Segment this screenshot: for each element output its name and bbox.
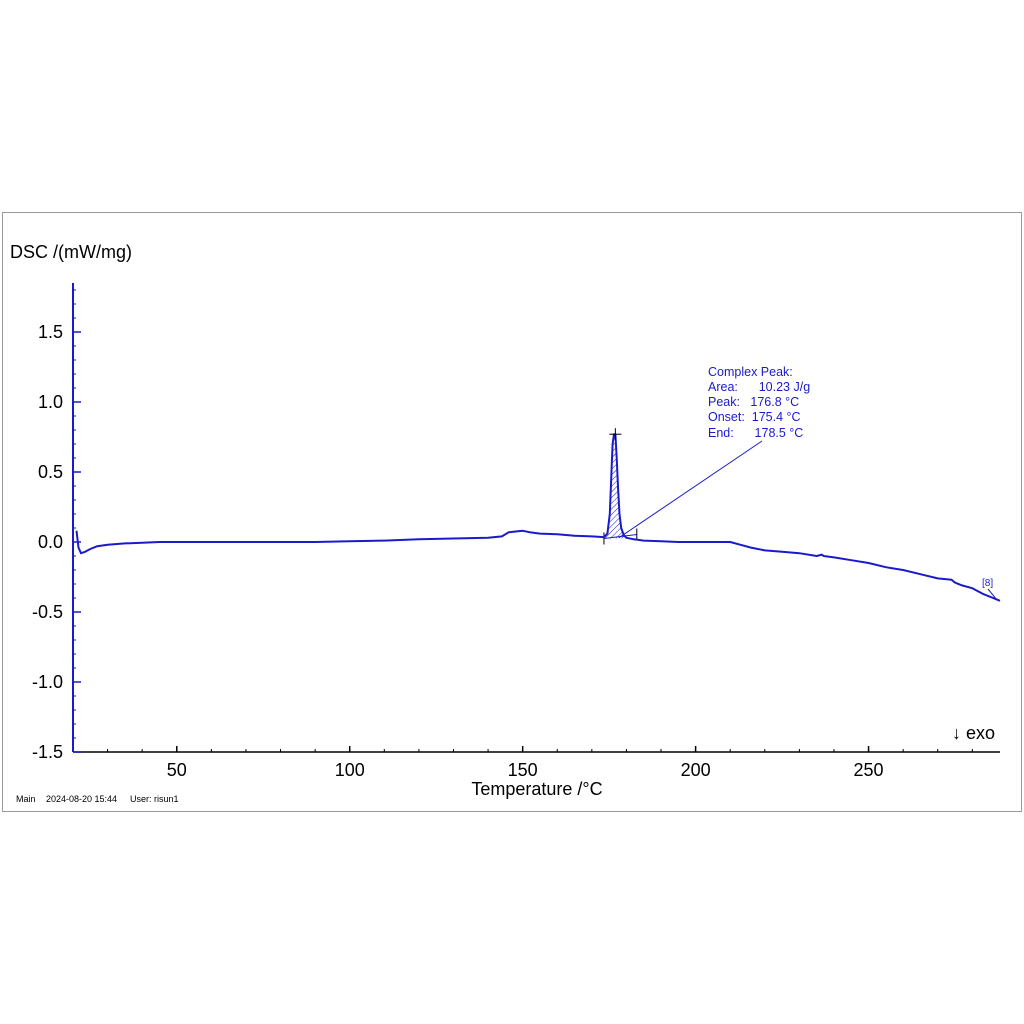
y-tick-label: 1.0	[38, 392, 63, 412]
footer-datetime: 2024-08-20 15:44	[46, 794, 117, 804]
y-axis-title: DSC /(mW/mg)	[10, 242, 132, 262]
x-tick-label: 100	[335, 760, 365, 780]
x-tick-label: 200	[681, 760, 711, 780]
chart-frame	[2, 212, 1022, 812]
marker-label: [8]	[982, 578, 993, 589]
footer-segment: Main	[16, 794, 36, 804]
y-tick-label: 0.0	[38, 532, 63, 552]
y-tick-label: -1.5	[32, 742, 63, 762]
annotation-line-2: Peak: 176.8 °C	[708, 395, 799, 409]
marker-leader-line	[987, 588, 997, 600]
x-tick-label: 150	[508, 760, 538, 780]
annotation-line-1: Area: 10.23 J/g	[708, 380, 810, 394]
annotation-leader-line	[618, 440, 763, 539]
y-tick-label: 1.5	[38, 322, 63, 342]
annotation-line-3: Onset: 175.4 °C	[708, 410, 801, 424]
y-tick-label: -1.0	[32, 672, 63, 692]
x-tick-label: 50	[167, 760, 187, 780]
annotation-line-0: Complex Peak:	[708, 365, 793, 379]
annotation-line-4: End: 178.5 °C	[708, 426, 803, 440]
x-axis-title: Temperature /°C	[471, 779, 602, 799]
y-tick-label: 0.5	[38, 462, 63, 482]
peak-annotation-text: Complex Peak: Area: 10.23 J/g Peak: 176.…	[708, 365, 810, 440]
x-tick-label: 250	[854, 760, 884, 780]
footer-user: User: risun1	[130, 794, 179, 804]
exo-label: ↓ exo	[952, 723, 995, 743]
dsc-curve	[75, 433, 1001, 602]
y-tick-label: -0.5	[32, 602, 63, 622]
